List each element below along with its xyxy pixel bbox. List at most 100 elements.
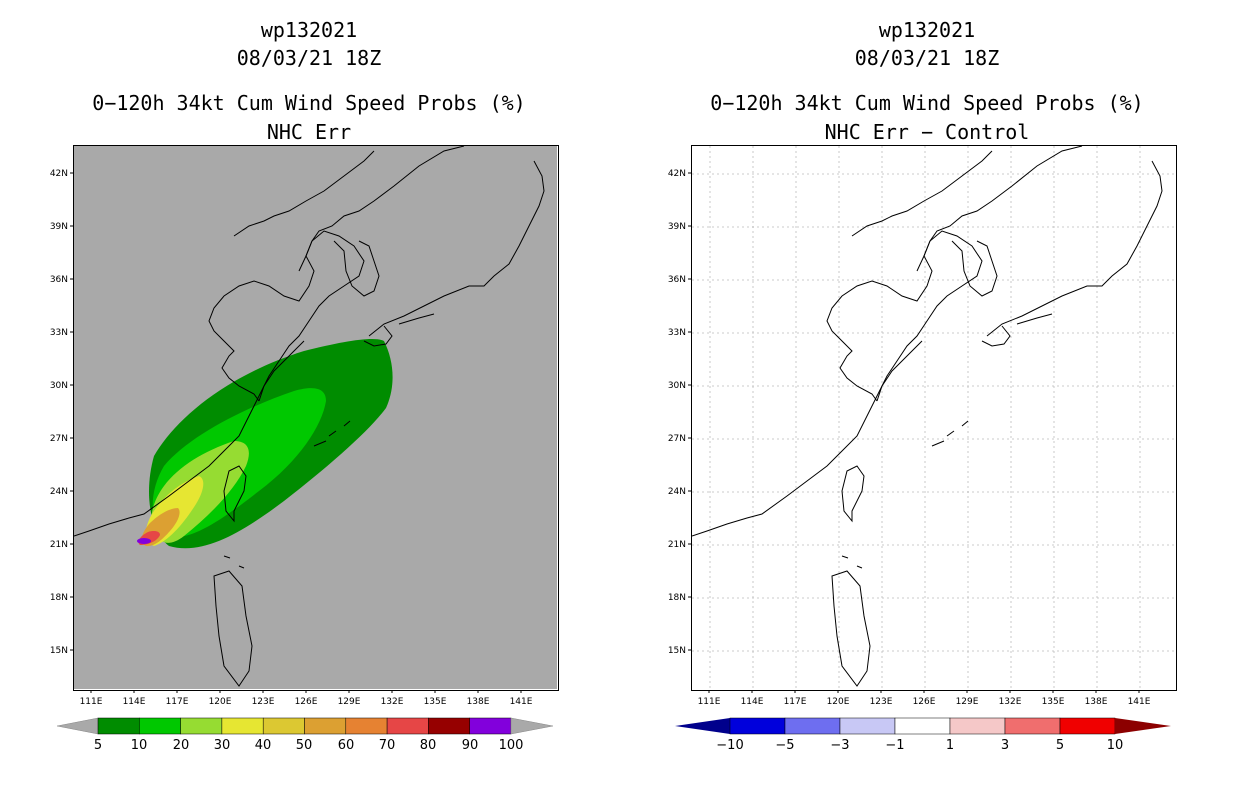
colorbar-label: −3 [830,738,849,753]
colorbar-cell [304,717,347,735]
japan-main [986,160,1163,337]
ryukyu-islands [313,420,351,447]
colorbar-cell [784,717,841,735]
colorbar-cell [262,717,305,735]
colorbar-label: −1 [885,738,904,753]
lon-tick: 111E [80,697,103,707]
right-map [691,145,1177,691]
lon-tick: 120E [209,697,232,707]
colorbar-cell [139,717,181,735]
lon-tick: 114E [123,697,146,707]
luzon-strait-islands [841,555,863,569]
lat-tick: 21N [668,540,686,550]
lon-tick: 120E [827,697,850,707]
colorbar-end-high [1115,718,1171,734]
left-map-svg [74,146,557,689]
lon-tick: 126E [913,697,936,707]
colorbar-label: 10 [131,738,148,753]
kyushu [363,325,393,347]
colorbar-cell [949,717,1006,735]
lat-tick: 18N [50,593,68,603]
lon-tick: 129E [338,697,361,707]
colorbar-label: −5 [775,738,794,753]
lat-tick: 33N [668,328,686,338]
lat-tick: 42N [668,169,686,179]
lat-tick: 15N [668,646,686,656]
lon-tick: 132E [999,697,1022,707]
lon-tick: 138E [467,697,490,707]
colorbar-label: 5 [94,738,102,753]
probability-swath [137,339,393,549]
shikoku [1016,313,1053,325]
lon-tick: 129E [956,697,979,707]
colorbar-cell [386,717,429,735]
lon-tick: 123E [252,697,275,707]
left-map [73,145,559,691]
lat-tick: 39N [50,222,68,232]
colorbar-label: 100 [499,738,524,753]
lon-tick: 123E [870,697,893,707]
colorbar-cell [894,717,951,735]
colorbar-label: 80 [420,738,437,753]
lon-tick: 135E [1042,697,1065,707]
colorbar-label: 5 [1056,738,1064,753]
taiwan [841,465,865,523]
colorbar-label: 60 [338,738,355,753]
right-title: 0−120h 34kt Cum Wind Speed Probs (%) [710,91,1144,115]
colorbar-cell [345,717,388,735]
lat-tick: 27N [50,434,68,444]
lat-tick: 33N [50,328,68,338]
lat-tick: 42N [50,169,68,179]
colorbar-label: 40 [255,738,272,753]
taiwan [223,465,247,523]
colorbar-label: 50 [296,738,313,753]
colorbar-label: −10 [716,738,743,753]
colorbar-label: 70 [379,738,396,753]
bohai-coast [851,150,993,237]
left-storm-id: wp132021 [260,18,358,42]
lon-tick: 126E [295,697,318,707]
colorbar-cell [729,717,786,735]
colorbar-end-low [675,718,730,734]
colorbar-cell [428,717,470,735]
lon-tick: 135E [424,697,447,707]
left-lon-ticks: 111E 114E 117E 120E 123E 126E 129E 132E … [80,690,533,707]
lat-tick: 30N [50,381,68,391]
korea-manchuria-coast [916,146,1083,272]
colorbar-cell [1004,717,1061,735]
colorbar-cell [97,717,140,735]
colorbar-end-low [56,717,99,735]
lon-tick: 132E [381,697,404,707]
lat-tick: 39N [668,222,686,232]
lon-tick: 138E [1085,697,1108,707]
lat-tick: 24N [50,487,68,497]
lat-tick: 30N [668,381,686,391]
colorbar-label: 30 [214,738,231,753]
japan-main [368,160,545,337]
right-subtitle: NHC Err − Control [824,120,1030,144]
coastline-extra [258,340,305,402]
lat-tick: 24N [668,487,686,497]
lat-tick: 36N [668,275,686,285]
lon-tick: 141E [510,697,533,707]
coastlines [692,146,1163,687]
lat-tick: 21N [50,540,68,550]
luzon [213,570,253,687]
colorbar-cell [839,717,896,735]
luzon-strait-islands [223,555,245,569]
colorbar-cell [469,717,512,735]
right-datetime: 08/03/21 18Z [854,46,1000,70]
right-map-background [692,146,1175,689]
colorbar-label: 1 [946,738,954,753]
right-lon-ticks: 111E 114E 117E 120E 123E 126E 129E 132E … [698,690,1151,707]
bohai-coast [233,150,375,237]
kyushu [981,325,1011,347]
shikoku [398,313,435,325]
lat-tick: 36N [50,275,68,285]
china-coast [692,230,983,537]
lat-tick: 15N [50,646,68,656]
left-colorbar: 5 10 20 30 40 50 60 70 80 90 100 [56,717,554,753]
colorbar-label: 10 [1107,738,1124,753]
korea-peninsula [333,240,380,297]
colorbar-label: 20 [173,738,190,753]
